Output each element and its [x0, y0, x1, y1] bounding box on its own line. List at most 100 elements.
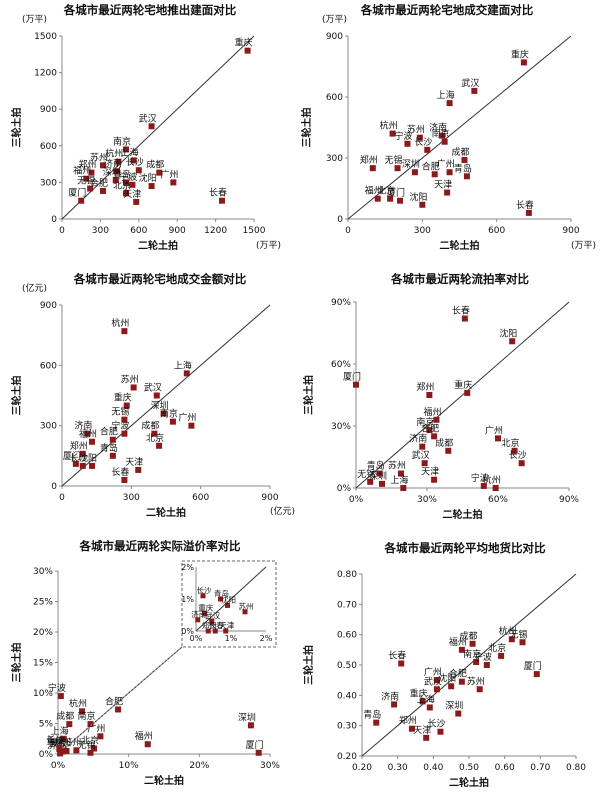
data-point-长沙 [518, 460, 525, 467]
x-tick-label: 30% [260, 761, 280, 771]
data-point-沈阳 [419, 201, 426, 208]
x-tick-label: 900 [169, 226, 186, 236]
data-point-上海 [400, 485, 407, 491]
point-label: 苏州 [90, 151, 108, 163]
point-label: 沈阳 [409, 191, 427, 203]
inset-y-tick-label: 0% [181, 627, 194, 636]
y-tick-label: 0% [39, 750, 54, 760]
y-tick-label: 300 [40, 178, 57, 188]
data-point-成都 [156, 169, 163, 176]
data-point-济南 [84, 430, 91, 437]
y-tick-label: 0.50 [337, 661, 357, 671]
point-label: 青岛 [363, 709, 381, 721]
point-label: 重庆 [410, 687, 428, 699]
point-label: 合肥 [421, 422, 439, 434]
point-label: 广州 [485, 424, 503, 436]
chart-title: 各城市最近两轮宅地成交金额对比 [73, 272, 247, 286]
point-label: 杭州 [483, 474, 501, 486]
x-tick-label: 0 [59, 493, 65, 503]
data-point-厦门 [72, 460, 79, 467]
data-point-重庆 [123, 402, 130, 409]
y-axis-label: 三轮土拍 [302, 375, 315, 415]
y-tick-label: 600 [40, 142, 57, 152]
data-point-郑州 [88, 169, 95, 176]
chart-panel-3: 各城市最近两轮宅地成交金额对比 0 300 600 900 0 300 600 900 二轮土拍 三… [10, 272, 295, 519]
inset-point-label: 苏州 [239, 601, 254, 611]
data-point-重庆 [464, 389, 471, 396]
point-label: 北京 [113, 179, 131, 191]
point-label: 厦门 [246, 739, 264, 751]
y-tick-label: 600 [326, 93, 343, 103]
y-tick-label: 1500 [34, 32, 57, 42]
data-point-长沙 [424, 146, 431, 153]
y-tick-label: 900 [40, 301, 57, 311]
data-point-宁波 [129, 181, 136, 188]
point-label: 深圳 [103, 167, 121, 178]
data-point-深圳 [112, 176, 119, 183]
point-label: 合肥 [90, 177, 108, 189]
point-label: 济南 [381, 690, 399, 702]
point-label: 福州 [423, 406, 441, 418]
data-point-上海 [446, 100, 453, 107]
point-label: 上海 [417, 693, 435, 705]
y-tick-label: 5% [39, 720, 54, 730]
y-tick-label: 0.20 [337, 752, 357, 762]
data-point-天津 [431, 476, 438, 483]
x-tick-label: 1200 [204, 226, 227, 236]
point-label: 福州 [135, 730, 153, 742]
data-point-南京 [169, 418, 176, 425]
data-point-重庆 [419, 698, 426, 705]
inset-point-label: 青岛 [214, 588, 229, 598]
data-point-长沙 [437, 728, 444, 735]
point-label: 青岛 [454, 162, 472, 174]
point-label: 广州 [437, 158, 455, 170]
x-tick-label: 20% [189, 761, 209, 771]
point-label: 郑州 [70, 440, 88, 452]
y-tick-label: 90% [331, 298, 351, 308]
x-tick-label: 600 [192, 493, 209, 503]
data-point-广州 [188, 422, 195, 429]
point-label: 福州 [79, 428, 97, 440]
point-label: 厦门 [63, 450, 81, 462]
point-label: 宁波 [474, 651, 492, 663]
point-label: 成都 [460, 630, 478, 642]
inset-x-tick-label: 1% [225, 634, 238, 643]
inset-y-tick-label: 1% [181, 595, 194, 604]
data-point-福州 [458, 646, 465, 653]
point-label: 北京 [488, 642, 506, 654]
data-point-北京 [123, 190, 129, 197]
y-tick-label: 0 [337, 215, 343, 225]
data-point-无锡 [87, 185, 94, 192]
x-tick-label: 0.30 [388, 763, 408, 773]
x-axis-label: 二轮土拍 [449, 776, 489, 789]
data-point-苏州 [416, 134, 423, 141]
point-label: 南京 [160, 408, 178, 420]
data-point-沈阳 [148, 183, 155, 190]
data-point-深圳 [411, 169, 418, 176]
point-label: 宁波 [471, 472, 489, 484]
data-point-宁波 [480, 482, 487, 489]
data-point-合肥 [431, 171, 438, 178]
data-point-武汉 [421, 460, 428, 467]
y-unit-label: (万平) [322, 14, 347, 25]
point-label: 福州 [73, 165, 91, 177]
point-label: 杭州 [69, 697, 87, 709]
point-label: 天津 [413, 725, 431, 736]
data-point-深圳 [379, 480, 386, 487]
data-point-厦门 [533, 671, 540, 678]
data-point-福州 [144, 741, 151, 748]
data-point-苏州 [130, 384, 137, 391]
point-label: 无锡 [357, 469, 375, 480]
point-label: 武汉 [139, 112, 157, 124]
point-label: 郑州 [416, 381, 434, 393]
data-point-上海 [183, 370, 190, 377]
point-label: 南京 [77, 710, 95, 722]
point-label: 广州 [178, 412, 196, 424]
chart-panel-1: 各城市最近两轮宅地推出建面对比 0 300 600 900 1200 1500 0 300 600… [10, 3, 281, 252]
data-point-长春 [219, 197, 225, 204]
x-tick-label: 300 [414, 226, 431, 236]
data-point-合肥 [458, 678, 465, 685]
x-tick-label: 300 [123, 493, 140, 503]
inset-y-tick-label: 2% [181, 563, 194, 572]
